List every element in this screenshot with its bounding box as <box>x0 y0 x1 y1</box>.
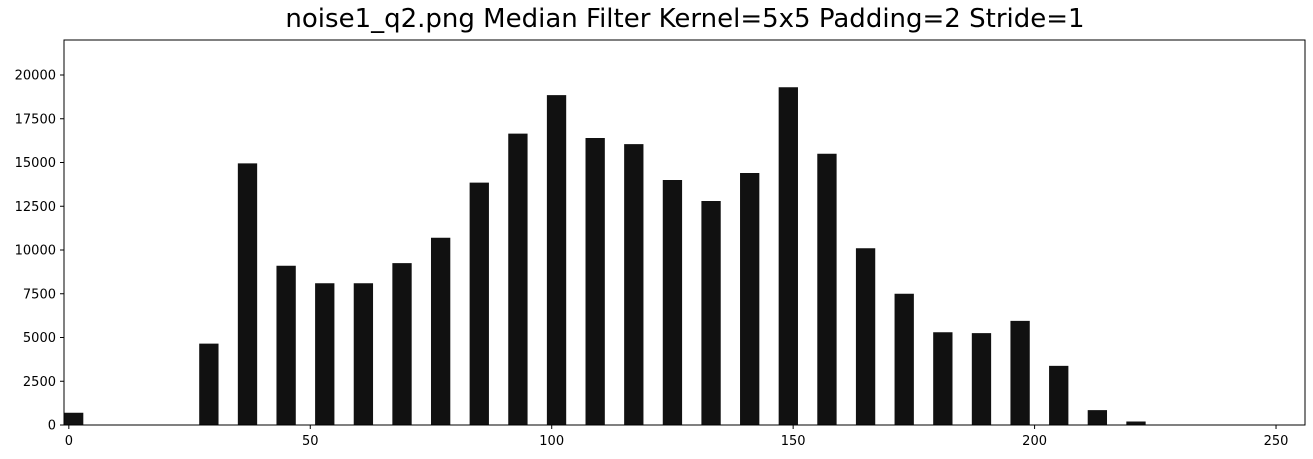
bars-group <box>64 87 1146 425</box>
bar-196 <box>1010 320 1030 425</box>
bar-164 <box>855 248 876 425</box>
bar-172 <box>894 293 914 425</box>
y-tick-label: 17500 <box>15 112 56 127</box>
x-tick-label: 50 <box>302 434 319 449</box>
bar-148 <box>778 87 798 425</box>
bar-204 <box>1049 365 1069 425</box>
bar-108 <box>585 138 605 425</box>
bar-212 <box>1087 410 1108 425</box>
y-tick-label: 10000 <box>15 244 56 259</box>
bar-220 <box>1126 421 1146 425</box>
bar-124 <box>662 180 683 425</box>
x-tick-label: 200 <box>1022 434 1047 449</box>
plot-frame <box>63 39 1306 426</box>
bar-92 <box>508 133 528 425</box>
bar-188 <box>971 333 992 425</box>
bar-44 <box>276 265 296 425</box>
bar-52 <box>315 283 335 425</box>
bar-28 <box>199 343 219 425</box>
bar-100 <box>546 95 567 425</box>
bar-132 <box>701 201 721 425</box>
bar-156 <box>817 153 837 425</box>
y-tick-label: 2500 <box>23 375 56 390</box>
bar-76 <box>430 237 451 425</box>
y-tick-label: 15000 <box>15 156 56 171</box>
bar-116 <box>624 144 644 425</box>
y-tick-label: 5000 <box>23 331 56 346</box>
x-tick-label: 0 <box>65 434 73 449</box>
x-tick-label: 150 <box>781 434 806 449</box>
bar-180 <box>933 332 953 425</box>
chart-title: noise1_q2.png Median Filter Kernel=5x5 P… <box>285 4 1085 34</box>
y-tick-label: 7500 <box>23 287 56 302</box>
bar-36 <box>237 163 258 425</box>
bar-60 <box>353 283 374 425</box>
x-tick-label: 250 <box>1264 434 1289 449</box>
bar-0 <box>64 412 84 425</box>
x-tick-label: 100 <box>539 434 564 449</box>
y-tick-label: 0 <box>48 419 56 434</box>
y-tick-label: 20000 <box>15 69 56 84</box>
y-tick-label: 12500 <box>15 200 56 215</box>
bar-84 <box>469 182 489 425</box>
axes-group: 0 50 100 150 200 2500250050007500100001250015… <box>15 39 1306 449</box>
bar-140 <box>740 173 760 425</box>
bar-68 <box>392 263 412 425</box>
